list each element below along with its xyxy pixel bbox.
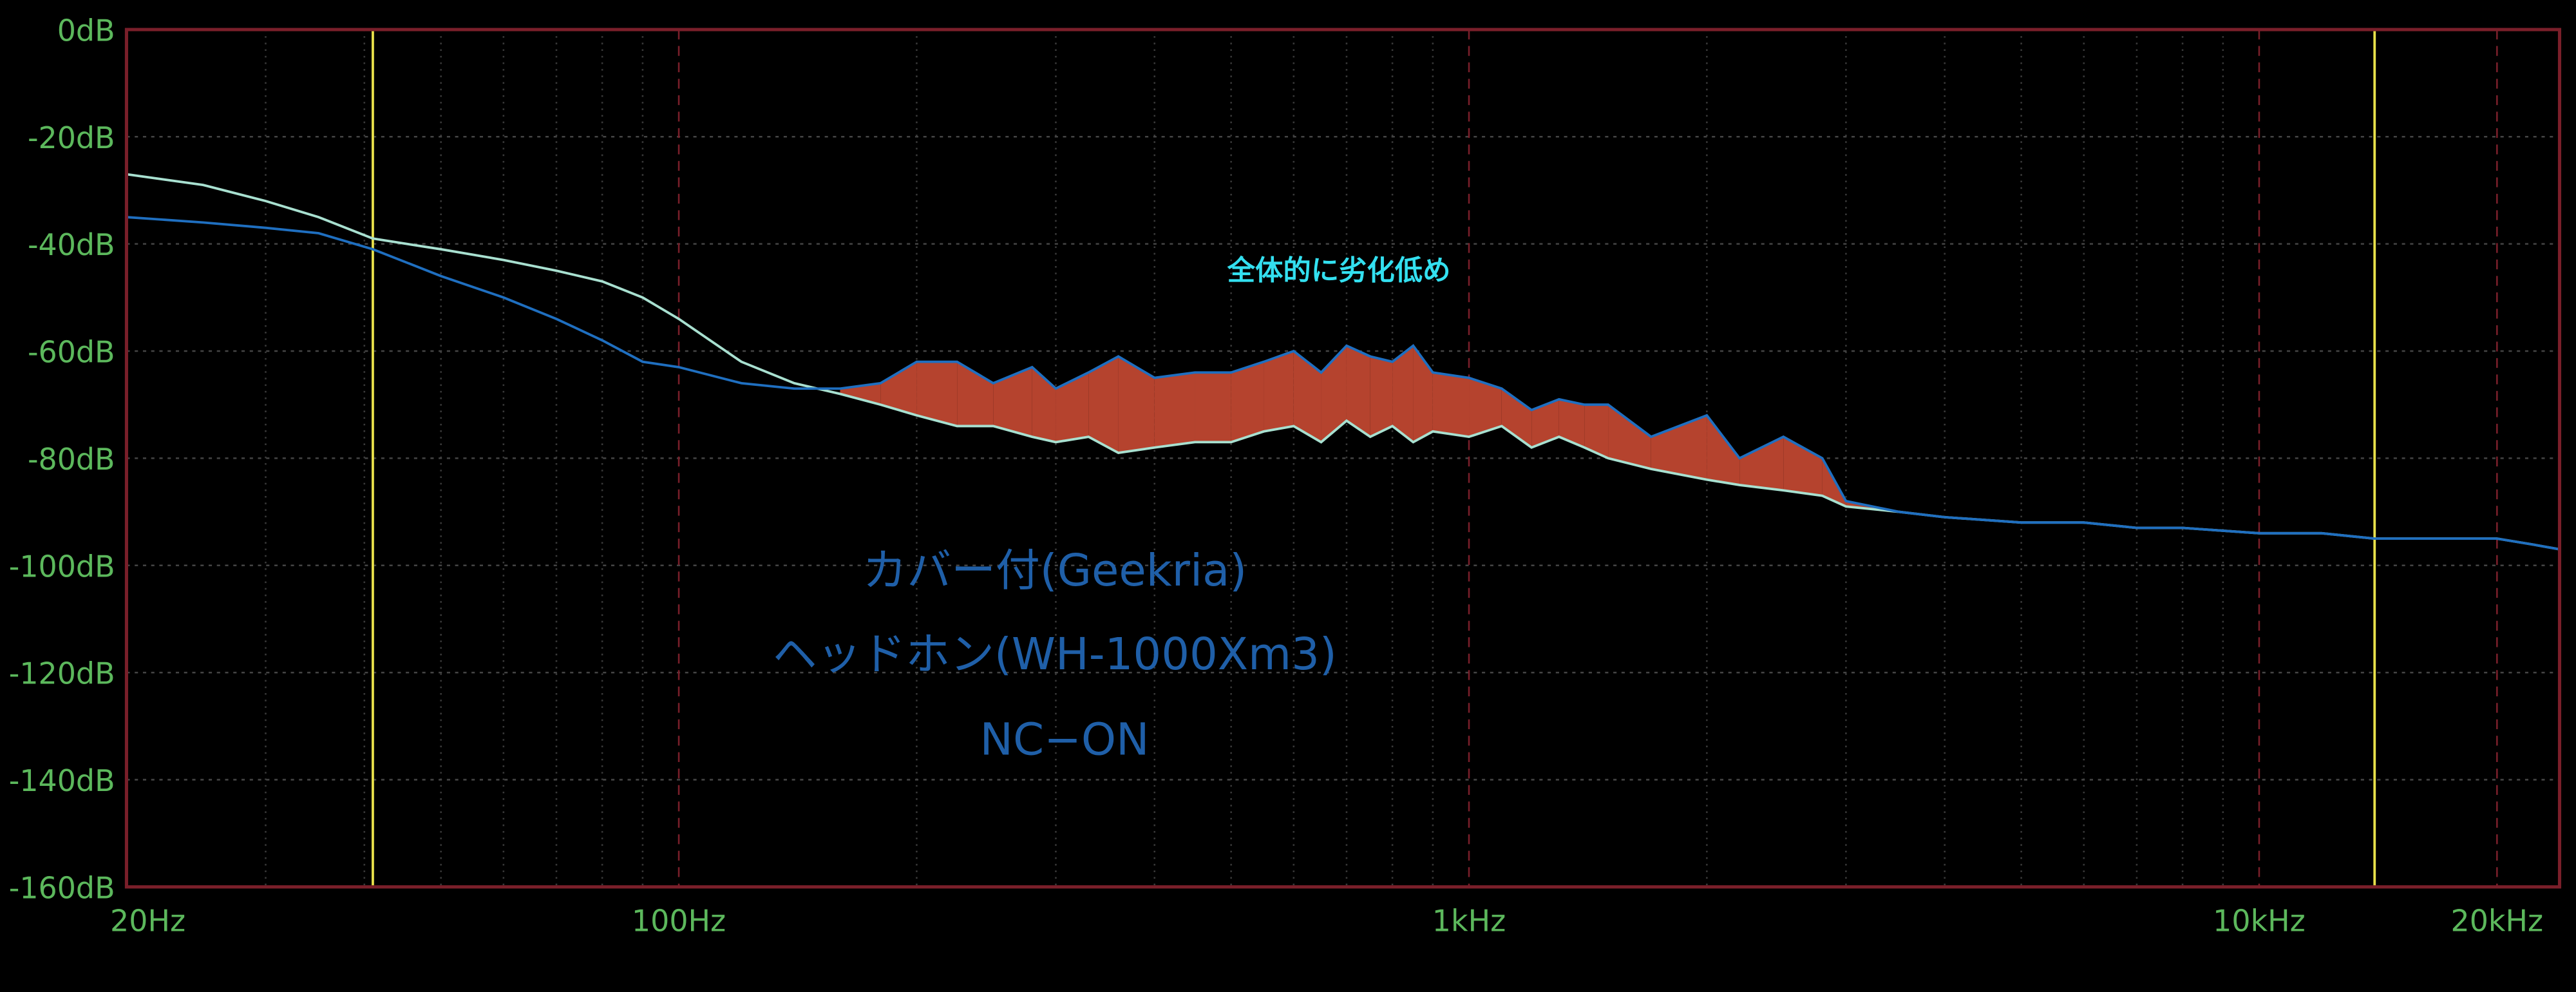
annotation: NC−ON <box>980 714 1150 765</box>
difference-fill <box>957 361 994 426</box>
plot-border <box>124 28 2562 889</box>
y-tick-label: -40dB <box>28 227 115 262</box>
difference-fill <box>1264 350 1294 432</box>
difference-fill <box>1413 345 1433 443</box>
y-tick-label: -140dB <box>9 763 115 798</box>
difference-fill <box>1346 345 1370 437</box>
difference-fill <box>1370 356 1393 437</box>
y-tick-label: -20dB <box>28 120 115 155</box>
difference-fill <box>1739 437 1784 491</box>
y-tick-label: -60dB <box>28 335 115 370</box>
difference-fill <box>1056 372 1089 443</box>
difference-fill <box>840 383 881 405</box>
difference-fill <box>1032 367 1056 443</box>
annotation: 全体的に劣化低め <box>1227 255 1451 287</box>
difference-fill <box>1231 361 1264 443</box>
x-tick-label: 100Hz <box>632 903 726 938</box>
annotation: カバー付(Geekria) <box>862 545 1247 596</box>
annotation: ヘッドホン(WH-1000Xm3) <box>773 629 1337 680</box>
difference-fill <box>880 361 917 415</box>
difference-fill <box>1293 350 1321 443</box>
difference-fill <box>1584 405 1609 459</box>
difference-fill <box>1783 437 1823 496</box>
difference-fill <box>1531 399 1559 448</box>
difference-fill <box>916 361 958 426</box>
difference-fill <box>1321 345 1347 443</box>
difference-fill <box>1469 377 1502 437</box>
x-tick-label: 1kHz <box>1432 903 1506 938</box>
difference-fill <box>1154 372 1195 448</box>
difference-fill <box>1608 405 1651 469</box>
difference-fill <box>1195 372 1231 443</box>
difference-fill <box>1392 345 1414 443</box>
difference-fill <box>1558 399 1585 448</box>
difference-fill <box>1707 415 1740 485</box>
plot <box>126 29 2560 887</box>
series-line <box>126 216 2560 551</box>
y-tick-label: -160dB <box>9 870 115 905</box>
difference-fill <box>1432 372 1470 437</box>
y-tick-label: 0dB <box>57 14 115 48</box>
difference-fill <box>1088 356 1119 453</box>
difference-fill <box>1651 415 1707 480</box>
y-tick-label: -80dB <box>28 442 115 477</box>
x-tick-label: 10kHz <box>2213 903 2306 938</box>
difference-fill <box>1118 356 1155 453</box>
difference-fill <box>1501 388 1532 448</box>
difference-fill <box>993 367 1032 437</box>
x-tick-label: 20kHz <box>2451 903 2544 938</box>
x-tick-label: 20Hz <box>110 903 185 938</box>
y-tick-label: -100dB <box>9 549 115 584</box>
y-tick-label: -120dB <box>9 656 115 691</box>
